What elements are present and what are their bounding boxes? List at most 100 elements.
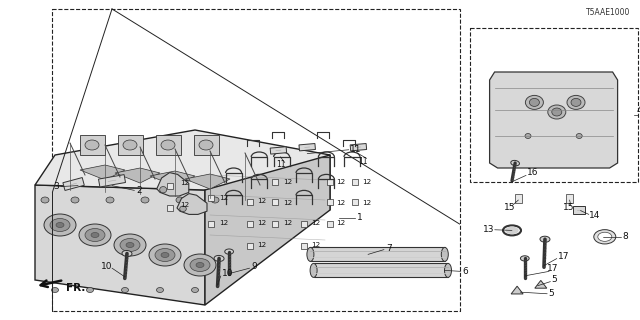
Ellipse shape <box>571 98 581 106</box>
Polygon shape <box>99 175 125 187</box>
Text: 12: 12 <box>257 198 266 204</box>
Ellipse shape <box>85 228 105 242</box>
Bar <box>246 221 253 227</box>
Text: 12: 12 <box>180 180 189 186</box>
Ellipse shape <box>191 287 198 292</box>
Text: 15: 15 <box>504 203 516 212</box>
Text: 5: 5 <box>548 289 554 298</box>
Text: 12: 12 <box>283 220 292 226</box>
Ellipse shape <box>160 187 167 193</box>
Text: 7: 7 <box>386 244 392 253</box>
Ellipse shape <box>56 222 64 228</box>
Ellipse shape <box>122 287 129 292</box>
Text: 12: 12 <box>337 220 346 226</box>
Text: 10: 10 <box>222 269 234 278</box>
Bar <box>314 263 448 277</box>
Text: 12: 12 <box>283 200 292 206</box>
Bar <box>246 244 253 249</box>
Bar <box>326 199 333 204</box>
Ellipse shape <box>511 160 520 166</box>
Ellipse shape <box>529 98 540 106</box>
Ellipse shape <box>41 197 49 203</box>
Ellipse shape <box>79 224 111 246</box>
Ellipse shape <box>86 287 93 292</box>
Text: 12: 12 <box>219 220 228 226</box>
Ellipse shape <box>184 254 216 276</box>
Ellipse shape <box>44 214 76 236</box>
Ellipse shape <box>161 140 175 150</box>
Text: 4: 4 <box>636 106 640 115</box>
Ellipse shape <box>307 247 314 261</box>
Ellipse shape <box>176 197 184 203</box>
Text: 12: 12 <box>311 220 320 226</box>
Bar <box>246 199 253 204</box>
Text: 9: 9 <box>251 262 257 271</box>
Polygon shape <box>35 185 205 305</box>
Ellipse shape <box>196 262 204 268</box>
Text: 17: 17 <box>547 264 559 273</box>
Ellipse shape <box>180 206 186 212</box>
Bar <box>208 196 214 201</box>
Polygon shape <box>573 206 585 214</box>
Text: 12: 12 <box>362 200 371 206</box>
Bar <box>301 221 307 227</box>
Text: 15: 15 <box>563 203 575 212</box>
Ellipse shape <box>576 133 582 139</box>
Bar <box>326 180 333 185</box>
Polygon shape <box>80 165 125 180</box>
Ellipse shape <box>85 140 99 150</box>
Text: 8: 8 <box>622 232 628 241</box>
Polygon shape <box>535 280 547 288</box>
Bar <box>272 221 278 227</box>
Ellipse shape <box>520 256 529 261</box>
Bar <box>515 194 522 203</box>
Text: 2: 2 <box>136 186 142 195</box>
Ellipse shape <box>106 197 114 203</box>
Polygon shape <box>299 143 316 151</box>
Polygon shape <box>511 286 523 294</box>
Bar <box>80 135 105 155</box>
Polygon shape <box>490 72 618 168</box>
Ellipse shape <box>548 105 566 119</box>
Ellipse shape <box>149 244 181 266</box>
Ellipse shape <box>442 247 448 261</box>
Ellipse shape <box>225 249 234 254</box>
Bar <box>166 205 173 211</box>
Ellipse shape <box>190 259 210 271</box>
Polygon shape <box>270 147 287 154</box>
Bar <box>566 194 573 203</box>
Ellipse shape <box>505 227 519 234</box>
Ellipse shape <box>114 234 146 256</box>
Text: 16: 16 <box>527 168 539 177</box>
Polygon shape <box>150 171 195 186</box>
Bar <box>194 135 219 155</box>
Ellipse shape <box>540 236 550 242</box>
Text: 13: 13 <box>483 225 495 234</box>
Text: FR.: FR. <box>66 283 85 293</box>
Text: 12: 12 <box>311 242 320 248</box>
Text: 12: 12 <box>362 179 371 185</box>
Text: 12: 12 <box>180 203 189 208</box>
Bar <box>118 135 143 155</box>
Polygon shape <box>177 194 207 214</box>
Ellipse shape <box>157 287 163 292</box>
Bar <box>352 199 358 204</box>
Polygon shape <box>185 174 230 189</box>
Bar <box>470 28 638 182</box>
Ellipse shape <box>552 108 562 116</box>
Ellipse shape <box>122 251 132 257</box>
Text: 11: 11 <box>276 160 286 169</box>
Ellipse shape <box>525 95 543 109</box>
Polygon shape <box>157 172 189 196</box>
Text: 12: 12 <box>257 220 266 226</box>
Ellipse shape <box>214 255 224 261</box>
Polygon shape <box>350 143 367 151</box>
Bar <box>208 221 214 227</box>
Ellipse shape <box>211 197 219 203</box>
Bar <box>52 9 460 311</box>
Text: 14: 14 <box>589 211 601 220</box>
Ellipse shape <box>71 197 79 203</box>
Bar <box>166 183 173 188</box>
Bar <box>352 180 358 185</box>
Text: 3: 3 <box>53 182 59 191</box>
